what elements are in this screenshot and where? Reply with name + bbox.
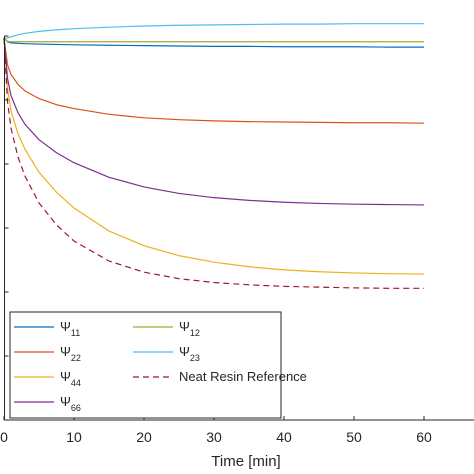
series-line-44 <box>3 37 425 275</box>
series-line-23 <box>4 23 424 39</box>
legend-label-neat-resin-reference: Neat Resin Reference <box>179 369 307 384</box>
y-ticks <box>4 35 9 357</box>
series-line-12 <box>3 37 424 43</box>
legend-label-66: Ψ66 <box>60 394 81 413</box>
legend-label-22: Ψ22 <box>60 344 81 363</box>
x-tick-label: 0 <box>0 429 8 445</box>
series-line-neat-resin-reference <box>3 37 424 289</box>
x-tick-label: 40 <box>276 429 292 445</box>
x-ticks: 0 10 20 30 40 50 60 <box>0 416 432 445</box>
legend-label-12: Ψ12 <box>179 319 200 338</box>
x-tick-label: 20 <box>136 429 152 445</box>
series-line-11 <box>3 37 424 48</box>
series-line-66 <box>3 37 425 206</box>
x-tick-label: 30 <box>206 429 222 445</box>
legend-label-23: Ψ23 <box>179 344 200 363</box>
x-tick-label: 50 <box>346 429 362 445</box>
series-lines <box>3 23 425 289</box>
legend-box <box>9 311 282 419</box>
legend-label-44: Ψ44 <box>60 369 81 388</box>
x-tick-label: 60 <box>416 429 432 445</box>
series-line-22 <box>3 37 425 124</box>
legend: Ψ11 Ψ12 Ψ22 Ψ23 Ψ44 Ψ66 Neat Resin Reference <box>9 311 307 419</box>
x-axis-label: Time [min] <box>211 453 280 470</box>
x-tick-label: 10 <box>66 429 82 445</box>
legend-label-11: Ψ11 <box>60 319 80 338</box>
